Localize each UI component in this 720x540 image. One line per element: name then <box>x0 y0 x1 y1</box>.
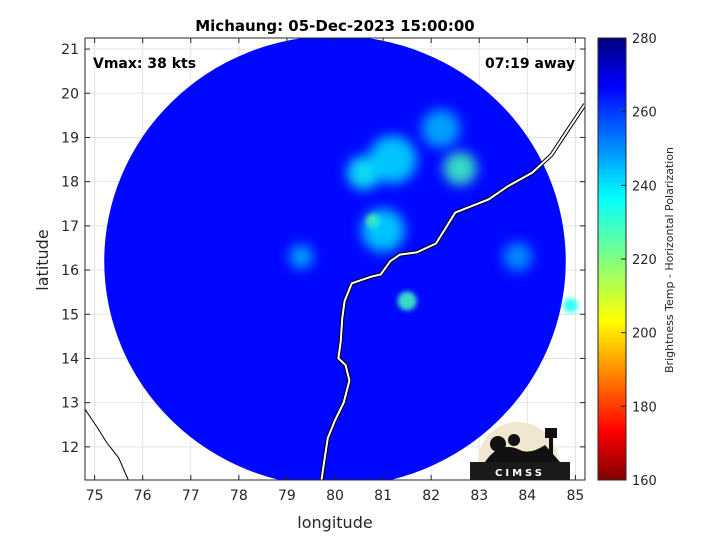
x-ticks: 75 76 77 78 79 80 81 82 83 84 85 <box>86 38 584 504</box>
colorbar-tick-label: 200 <box>632 327 657 342</box>
x-tick-label: 79 <box>278 488 296 504</box>
y-axis-label: latitude <box>33 229 52 290</box>
x-tick-label: 81 <box>374 488 392 504</box>
brightness-feature <box>563 298 578 313</box>
x-tick-label: 78 <box>230 488 248 504</box>
logo-text: CIMSS <box>495 468 545 479</box>
plot-area: 75 76 77 78 79 80 81 82 83 84 85 12 13 14 15 16 17 18 19 2… <box>61 37 586 504</box>
colorbar-tick-label: 180 <box>632 400 657 415</box>
chart-title: Michaung: 05-Dec-2023 15:00:00 <box>195 17 475 35</box>
colorbar-tick-label: 280 <box>632 32 657 47</box>
y-tick-label: 13 <box>61 396 79 412</box>
x-tick-label: 83 <box>470 488 488 504</box>
x-tick-label: 75 <box>86 488 104 504</box>
colorbar-ticks: 160 180 200 220 240 260 280 <box>621 32 657 489</box>
y-tick-label: 14 <box>61 351 79 367</box>
swath-disk <box>104 38 566 480</box>
colorbar: 160 180 200 220 240 260 280 Brightness Temp - … <box>597 32 676 489</box>
colorbar-tick-label: 260 <box>632 106 657 121</box>
y-tick-label: 17 <box>61 219 79 235</box>
brightness-feature <box>421 109 460 148</box>
y-ticks: 12 13 14 15 16 17 18 19 20 21 <box>61 42 585 456</box>
colorbar-tick-label: 240 <box>632 179 657 194</box>
y-tick-label: 20 <box>61 86 79 102</box>
brightness-feature <box>443 151 477 186</box>
coastline-east-inner <box>320 103 585 480</box>
time-away-annotation: 07:19 away <box>485 56 575 72</box>
cimss-logo: CIMSS <box>470 422 570 480</box>
x-tick-label: 85 <box>566 488 584 504</box>
y-tick-label: 19 <box>61 130 79 146</box>
vmax-annotation: Vmax: 38 kts <box>93 56 196 72</box>
y-tick-label: 18 <box>61 175 79 191</box>
x-tick-label: 76 <box>134 488 152 504</box>
y-tick-label: 12 <box>61 440 79 456</box>
colorbar-tick-label: 220 <box>632 253 657 268</box>
colorbar-label: Brightness Temp - Horizontal Polarizatio… <box>663 147 676 373</box>
x-tick-label: 84 <box>518 488 536 504</box>
x-tick-label: 82 <box>422 488 440 504</box>
brightness-feature <box>361 208 405 252</box>
x-tick-label: 77 <box>182 488 200 504</box>
brightness-feature <box>397 291 417 311</box>
colorbar-tick-label: 160 <box>632 474 657 489</box>
brightness-feature <box>289 244 314 269</box>
brightness-feature <box>503 242 533 272</box>
coastline-west <box>85 409 129 480</box>
brightness-feature <box>368 135 417 184</box>
y-tick-label: 21 <box>61 42 79 58</box>
x-axis-label: longitude <box>297 513 372 532</box>
brightness-features <box>289 109 578 313</box>
y-tick-label: 16 <box>61 263 79 279</box>
y-tick-label: 15 <box>61 307 79 323</box>
x-tick-label: 80 <box>326 488 344 504</box>
